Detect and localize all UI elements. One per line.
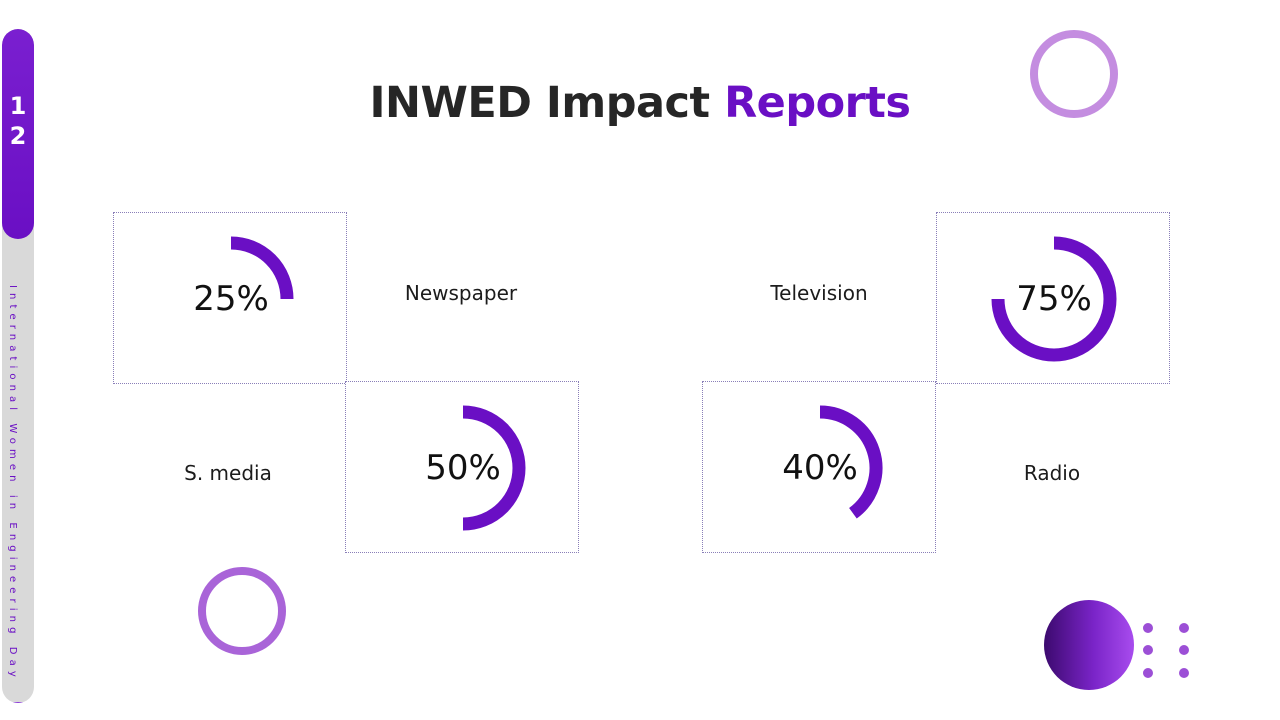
- decorative-dot: [1179, 668, 1189, 678]
- gauge-label-newspaper: Newspaper: [404, 281, 518, 305]
- gauge-arc-newspaper: [230, 236, 294, 300]
- gauge-card-newspaper: 25%: [113, 212, 347, 384]
- slide-number-digit-2: 2: [9, 122, 27, 150]
- gauge-label-smedia: S. media: [184, 461, 272, 485]
- gauge-value-smedia: 50%: [425, 448, 501, 488]
- gauge-arc-smedia: [462, 405, 526, 531]
- gauge-arc-radio: [819, 405, 883, 519]
- sidebar-caption: International Women in Engineering Day: [7, 285, 18, 682]
- page-title-accent: Reports: [724, 78, 911, 128]
- gauge-svg-television: [991, 236, 1117, 362]
- slide-sidebar: 1 2 International Women in Engineering D…: [2, 29, 34, 703]
- sidebar-bottom-edge: [2, 695, 34, 703]
- gauge-card-television: 75%: [936, 212, 1170, 384]
- gauge-svg-newspaper: [230, 236, 294, 300]
- gauge-svg-smedia: [462, 405, 526, 531]
- gauge-value-newspaper: 25%: [193, 279, 269, 319]
- gauge-arc-television: [991, 236, 1117, 362]
- gauge-value-television: 75%: [1016, 279, 1092, 319]
- decorative-dot: [1179, 623, 1189, 633]
- slide-number-digit-1: 1: [9, 92, 27, 120]
- slide-number: 1 2: [2, 91, 34, 151]
- gauge-card-smedia: 50%: [345, 381, 579, 553]
- decorative-dot: [1179, 645, 1189, 655]
- page-title-main: INWED Impact: [369, 78, 710, 128]
- decorative-ring-bottom: [198, 567, 286, 655]
- decorative-gradient-orb: [1044, 600, 1134, 690]
- decorative-ring-top: [1030, 30, 1118, 118]
- decorative-dot: [1143, 668, 1153, 678]
- page-title: INWED Impact Reports: [0, 78, 1280, 128]
- gauge-label-radio: Radio: [1023, 461, 1081, 485]
- decorative-dot: [1143, 623, 1153, 633]
- sidebar-accent-bar: 1 2: [2, 29, 34, 239]
- gauge-svg-radio: [819, 405, 883, 519]
- decorative-dot: [1143, 645, 1153, 655]
- gauge-value-radio: 40%: [782, 448, 858, 488]
- gauge-label-television: Television: [770, 281, 868, 305]
- gauge-card-radio: 40%: [702, 381, 936, 553]
